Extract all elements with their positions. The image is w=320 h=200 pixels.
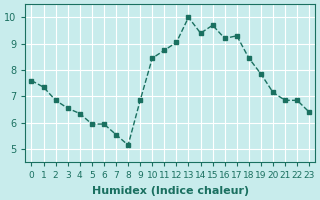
X-axis label: Humidex (Indice chaleur): Humidex (Indice chaleur) [92,186,249,196]
